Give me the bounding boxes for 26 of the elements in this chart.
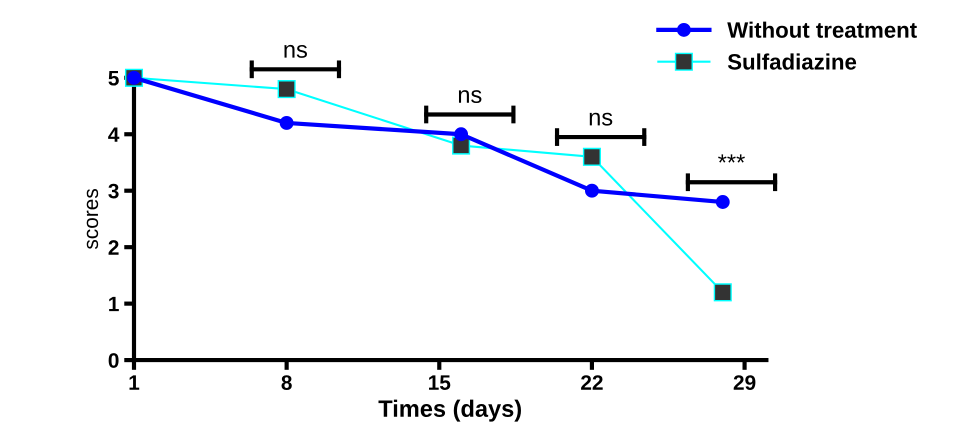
y-tick-label: 2 [108,240,119,255]
x-axis-title: Times (days) [378,400,521,422]
point [716,195,730,209]
x-tick-label: 15 [429,375,450,390]
annotation: *** [718,154,745,163]
y-tick-label: 3 [108,184,119,198]
point [714,283,732,302]
x-tick-label: 1 [130,375,140,390]
point [280,116,294,130]
point [454,127,468,142]
annotation: ns [458,90,482,104]
y-tick-label: 1 [109,296,119,312]
x-tick-label: 8 [282,375,292,390]
point [582,148,601,166]
x-tick-label: 22 [581,375,603,390]
legend-label: Without treatment [727,22,917,38]
point [584,184,599,198]
y-tick-label: 4 [108,127,120,142]
point [278,80,296,98]
y-tick-label: 5 [108,71,119,86]
text: ns [284,44,307,58]
legend-label: Sulfadiazine [728,53,856,70]
y-tick-label: 0 [108,353,119,368]
y-axis-title: scores [86,189,98,250]
x-tick-label: 29 [734,375,756,390]
annotation: ns [590,112,612,126]
